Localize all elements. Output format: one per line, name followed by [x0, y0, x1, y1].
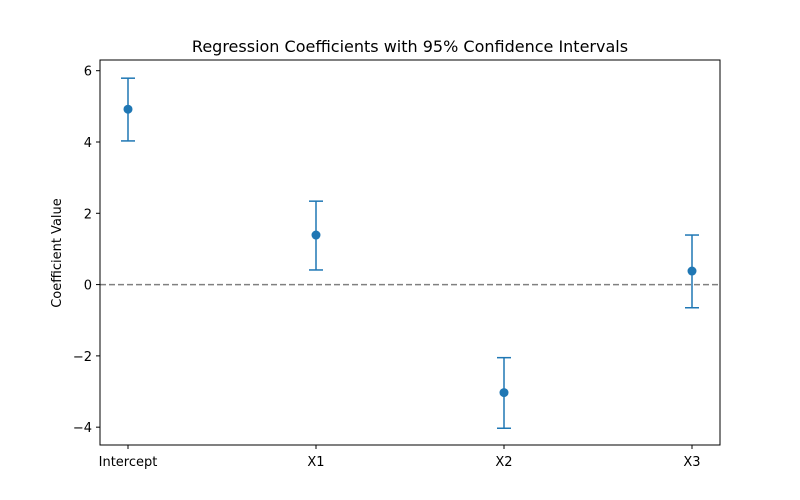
x-tick-label: X2 — [495, 455, 512, 470]
chart-title: Regression Coefficients with 95% Confide… — [192, 37, 628, 56]
y-tick-label: −2 — [73, 350, 92, 365]
y-axis-label: Coefficient Value — [50, 198, 65, 308]
y-tick-label: 0 — [84, 279, 92, 294]
x-tick-label: Intercept — [99, 455, 158, 470]
coefficient-point-intercept — [123, 104, 133, 114]
coefficient-point-x2 — [499, 388, 509, 398]
y-tick-label: 4 — [84, 136, 92, 151]
axes-layer: −4 −2 0 2 4 6 Intercept X1 X2 X3 — [73, 59, 721, 470]
plot-frame — [99, 59, 721, 446]
coefficient-point-x1 — [311, 230, 321, 240]
x-tick-label: X1 — [307, 455, 324, 470]
points-layer — [123, 104, 697, 398]
y-tick-label: −4 — [73, 421, 92, 436]
y-tick-label: 2 — [84, 207, 92, 222]
coefficient-point-x3 — [687, 266, 697, 276]
x-tick-label: X3 — [683, 455, 700, 470]
y-tick-label: 6 — [84, 65, 92, 80]
